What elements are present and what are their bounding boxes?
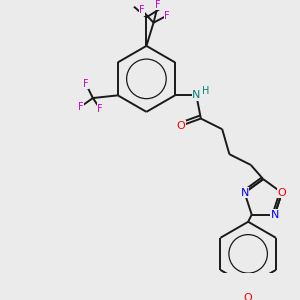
Text: F: F [155,0,161,10]
Text: N: N [240,188,249,198]
Text: N: N [192,90,201,100]
Text: F: F [78,102,83,112]
Text: F: F [97,104,103,114]
Text: N: N [271,210,279,220]
Text: F: F [139,5,145,15]
Text: O: O [244,293,253,300]
Text: O: O [278,188,286,198]
Text: H: H [202,86,210,96]
Text: F: F [164,11,170,21]
Text: O: O [177,121,186,131]
Text: F: F [83,79,88,89]
